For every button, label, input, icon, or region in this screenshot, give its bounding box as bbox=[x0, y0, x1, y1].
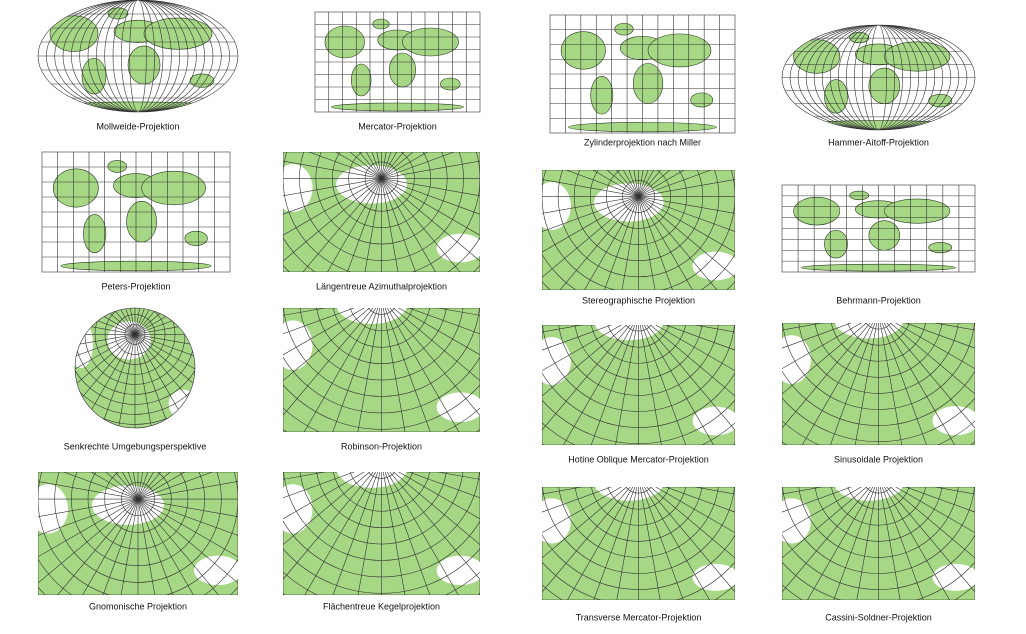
map-caption: Mollweide-Projektion bbox=[96, 121, 179, 131]
map-image bbox=[782, 25, 975, 130]
map-caption: Mercator-Projektion bbox=[358, 121, 437, 131]
map-panel: Sinusoidale Projektion bbox=[782, 323, 975, 464]
map-caption: Senkrechte Umgebungsperspektive bbox=[64, 441, 207, 451]
map-panel: Peters-Projektion bbox=[41, 151, 231, 291]
map-panel: Hammer-Aitoff-Projektion bbox=[781, 24, 976, 147]
map-caption: Sinusoidale Projektion bbox=[834, 454, 923, 464]
map-caption: Transverse Mercator-Projektion bbox=[576, 612, 702, 622]
map-panel: Behrmann-Projektion bbox=[781, 184, 976, 305]
map-panel: Mercator-Projektion bbox=[314, 11, 481, 131]
map-image bbox=[782, 185, 975, 272]
map-caption: Hotine Oblique Mercator-Projektion bbox=[568, 454, 709, 464]
map-image bbox=[38, 472, 238, 595]
map-panel: Zylinderprojektion nach Miller bbox=[549, 14, 736, 147]
map-image bbox=[542, 487, 735, 600]
map-caption: Robinson-Projektion bbox=[341, 441, 422, 451]
map-image bbox=[283, 472, 480, 595]
map-image bbox=[283, 152, 480, 272]
map-panel: Transverse Mercator-Projektion bbox=[542, 487, 735, 622]
map-caption: Längentreue Azimuthalprojektion bbox=[316, 281, 447, 291]
map-image bbox=[38, 0, 238, 112]
map-panel: Hotine Oblique Mercator-Projektion bbox=[542, 325, 735, 464]
map-image bbox=[315, 12, 480, 112]
map-panel: Flächentreue Kegelprojektion bbox=[283, 472, 480, 611]
map-image bbox=[782, 487, 975, 600]
map-caption: Hammer-Aitoff-Projektion bbox=[828, 137, 929, 147]
map-panel: Senkrechte Umgebungsperspektive bbox=[64, 307, 207, 451]
map-caption: Peters-Projektion bbox=[101, 281, 170, 291]
map-caption: Gnomonische Projektion bbox=[89, 601, 187, 611]
map-panel: Gnomonische Projektion bbox=[38, 472, 238, 611]
map-panel: Stereographische Projektion bbox=[542, 170, 735, 305]
map-image bbox=[782, 323, 975, 445]
map-panel: Robinson-Projektion bbox=[283, 308, 480, 451]
map-caption: Flächentreue Kegelprojektion bbox=[323, 601, 440, 611]
map-image bbox=[542, 325, 735, 445]
map-caption: Zylinderprojektion nach Miller bbox=[584, 137, 701, 147]
map-panel: Mollweide-Projektion bbox=[37, 0, 239, 131]
map-image bbox=[283, 308, 480, 432]
map-image bbox=[42, 152, 230, 272]
map-caption: Stereographische Projektion bbox=[582, 295, 695, 305]
map-image bbox=[550, 15, 735, 133]
map-image bbox=[542, 170, 735, 290]
map-caption: Cassini-Soldner-Projektion bbox=[825, 612, 932, 622]
map-panel: Cassini-Soldner-Projektion bbox=[782, 487, 975, 622]
map-panel: Längentreue Azimuthalprojektion bbox=[283, 152, 480, 291]
map-caption: Behrmann-Projektion bbox=[836, 295, 921, 305]
